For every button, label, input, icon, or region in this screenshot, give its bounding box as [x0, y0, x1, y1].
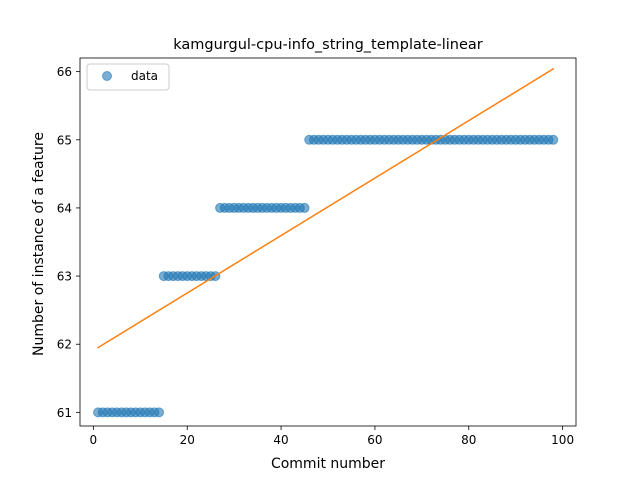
plot-background	[80, 58, 576, 426]
x-tick-label: 40	[273, 433, 288, 447]
x-tick-label: 20	[180, 433, 195, 447]
fit-line-segment	[97, 67, 555, 349]
x-tick-label: 80	[461, 433, 476, 447]
y-tick-label: 66	[57, 65, 72, 79]
y-tick-label: 61	[57, 406, 72, 420]
y-tick-label: 64	[57, 201, 72, 215]
y-tick-label: 65	[57, 133, 72, 147]
legend-label-data: data	[131, 69, 158, 83]
chart-title: kamgurgul-cpu-info_string_template-linea…	[173, 37, 483, 53]
x-tick-label: 60	[367, 433, 382, 447]
x-axis-label: Commit number	[271, 456, 385, 472]
legend: data	[86, 63, 170, 91]
data-point	[154, 407, 165, 418]
y-tick-label: 63	[57, 270, 72, 284]
y-tick-label: 62	[57, 338, 72, 352]
plot-area: 0 20 40 60 80 100 61 62 63 64 65 66	[57, 57, 577, 447]
legend-box	[86, 63, 170, 91]
y-axis-label: Number of instance of a feature	[31, 132, 47, 356]
legend-marker-data	[102, 71, 112, 81]
data-point	[548, 134, 559, 145]
x-tick-label: 100	[551, 433, 574, 447]
x-tick-label: 0	[90, 433, 98, 447]
axes-frame	[79, 57, 577, 427]
data-point	[299, 202, 310, 213]
